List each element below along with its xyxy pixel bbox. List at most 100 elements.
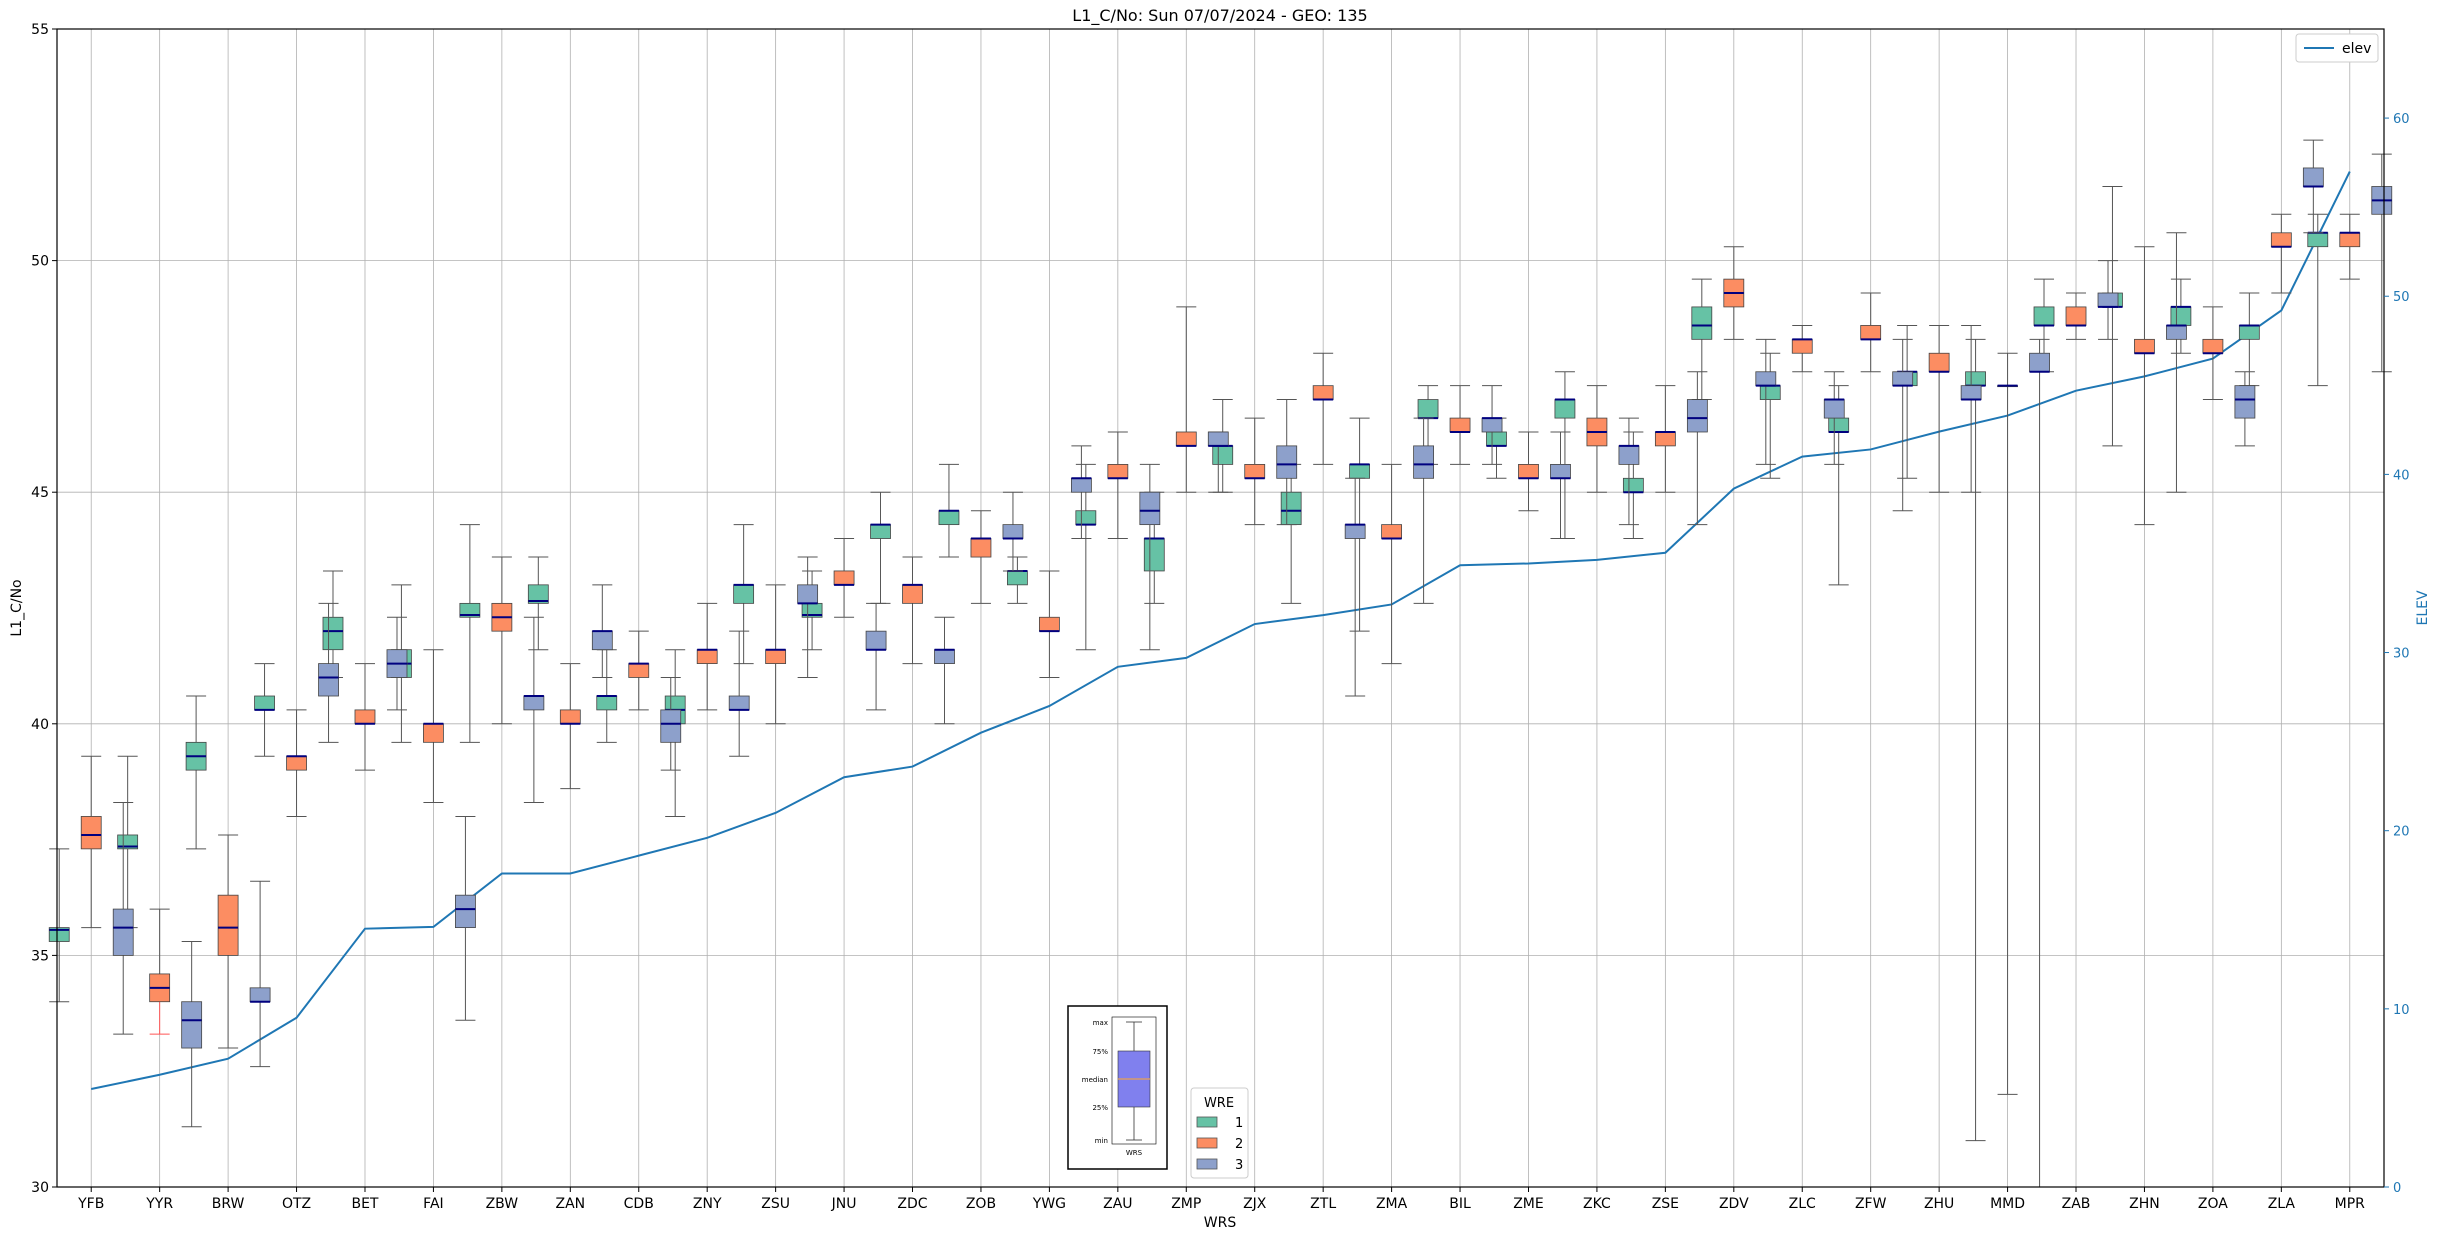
iqr-box (1449, 417, 1471, 433)
iqr-box (354, 709, 376, 725)
iqr-box (2238, 325, 2260, 340)
iqr-box (286, 755, 307, 771)
iqr-box (2202, 338, 2224, 354)
x-tick-label: ZHN (2129, 1196, 2160, 1212)
iqr-box (865, 630, 887, 651)
box-wre2 (1449, 385, 1471, 465)
iqr-box (2029, 352, 2050, 373)
x-tick-label: ZKC (1583, 1196, 1611, 1212)
box-wre1 (254, 663, 275, 757)
box-wre3 (2097, 260, 2119, 340)
box-wre3 (1413, 417, 1435, 604)
iqr-box (1139, 491, 1161, 526)
iqr-box (1823, 399, 1845, 419)
iqr-box (2307, 232, 2329, 248)
x-tick-label: YYR (145, 1196, 173, 1212)
iqr-box (80, 816, 102, 850)
y-tick-label: 30 (31, 1180, 49, 1196)
iqr-box (728, 695, 750, 711)
chart-title: L1_C/No: Sun 07/07/2024 - GEO: 135 (1072, 6, 1367, 26)
iqr-box (1622, 477, 1644, 493)
box-wre2 (2270, 213, 2292, 294)
iqr-box (1417, 399, 1439, 419)
box-wre2 (423, 649, 444, 804)
box-wre3 (1344, 477, 1366, 697)
y-tick-label: 45 (31, 485, 49, 501)
y2-tick-label: 60 (2393, 112, 2410, 127)
y2-tick-label: 30 (2393, 647, 2410, 662)
wre-legend-label-1: 1 (1235, 1116, 1243, 1131)
iqr-box (2302, 167, 2324, 187)
iqr-box (765, 649, 787, 664)
x-tick-label: OTZ (282, 1196, 311, 1212)
box-wre1 (938, 463, 960, 558)
x-tick-label: MPR (2335, 1196, 2366, 1212)
x-tick-label: ZSE (1652, 1196, 1679, 1212)
box-wre2 (1312, 352, 1334, 465)
box-wre3 (249, 880, 271, 1068)
box-wre2 (1518, 431, 1539, 512)
box-wre3 (1276, 399, 1298, 526)
box-wre2 (354, 663, 376, 771)
y-tick-label: 40 (31, 717, 49, 733)
iqr-box (455, 894, 476, 929)
y2-tick-label: 10 (2393, 1003, 2410, 1018)
box-wre1 (1349, 417, 1371, 632)
box-wre2 (286, 709, 307, 817)
key-label-q1: 25% (1092, 1104, 1108, 1112)
x-tick-label: ZBW (486, 1196, 519, 1212)
iqr-box (1381, 524, 1403, 539)
iqr-box (1892, 371, 1914, 387)
iqr-box (423, 723, 444, 743)
iqr-box (833, 570, 855, 586)
iqr-box (1038, 616, 1060, 632)
y2-tick-label: 50 (2393, 290, 2410, 305)
y2-axis-tick-labels: 0 10 20 30 40 50 60 (2384, 112, 2410, 1196)
iqr-box (1791, 338, 1813, 354)
y-tick-label: 35 (31, 948, 49, 964)
box-wre3 (1481, 385, 1503, 465)
plot-frame (56, 28, 2385, 1188)
x-tick-label: ZDV (1719, 1196, 1749, 1212)
iqr-box (1344, 524, 1366, 539)
iqr-box (696, 649, 718, 664)
box-wre1 (117, 755, 139, 929)
box-wre2 (696, 602, 718, 711)
x-axis-label: WRS (1204, 1215, 1237, 1231)
iqr-box (117, 834, 139, 850)
box-wre2 (1860, 292, 1882, 373)
box-wre2 (149, 908, 171, 1035)
iqr-box (870, 524, 891, 539)
iqr-box (254, 695, 275, 711)
x-tick-label: ZOA (2198, 1196, 2228, 1212)
box-wre3 (2166, 232, 2187, 493)
iqr-box (628, 663, 650, 678)
elev-legend-box (2295, 33, 2379, 63)
iqr-box (1618, 445, 1640, 465)
box-wre3 (318, 602, 339, 743)
wre-legend-swatch-3 (1196, 1158, 1218, 1170)
box-wre2 (2202, 306, 2224, 401)
iqr-box (2166, 325, 2187, 340)
box-wre1 (1622, 431, 1644, 540)
iqr-box (1486, 431, 1507, 447)
iqr-box (1860, 325, 1882, 340)
box-wre1 (185, 695, 207, 850)
elev-legend: elev (2295, 33, 2379, 63)
box-wre3 (1618, 417, 1640, 526)
y2-axis-label: ELEV (2415, 590, 2431, 625)
box-wre3 (1823, 371, 1845, 465)
wre-legend: WRE 1 2 3 (1190, 1087, 1249, 1179)
box-wre3 (591, 584, 613, 678)
iqr-box (1312, 385, 1334, 400)
box-wre3 (1139, 463, 1161, 651)
y2-tick-label: 0 (2393, 1181, 2401, 1196)
iqr-box (1828, 417, 1850, 433)
iqr-box (1755, 371, 1777, 387)
x-tick-label: JNU (831, 1196, 857, 1212)
box-wre2 (1381, 463, 1403, 665)
iqr-box (1207, 431, 1229, 447)
iqr-box (2170, 306, 2192, 326)
x-tick-label: ZAN (555, 1196, 585, 1212)
